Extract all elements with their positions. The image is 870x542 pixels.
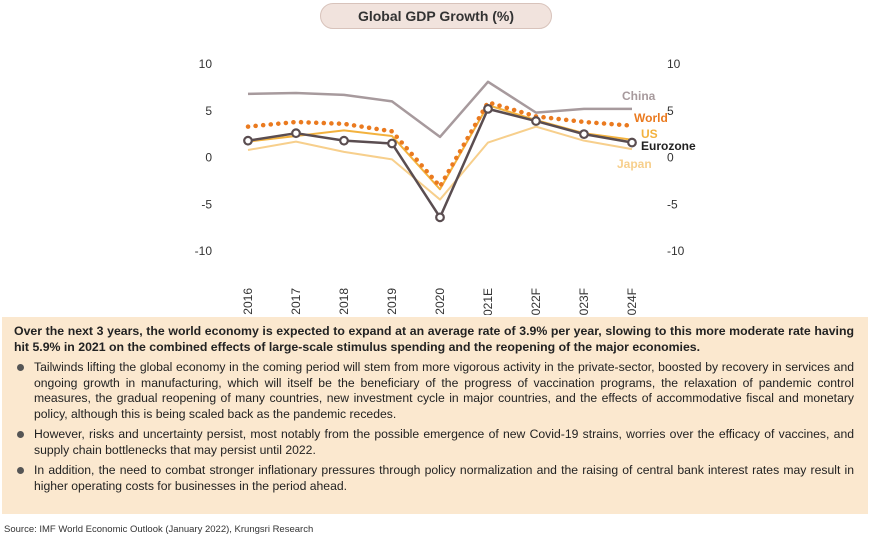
summary-headline: Over the next 3 years, the world economy… — [14, 324, 854, 354]
x-tick-label: 2024F — [625, 288, 639, 315]
y-tick-label-right: 5 — [667, 104, 674, 118]
series-label-china: China — [622, 89, 656, 103]
x-tick-label: 2022F — [529, 288, 543, 315]
series-line-eurozone — [247, 107, 633, 219]
data-point-eurozone — [387, 138, 397, 149]
bullet-icon — [17, 364, 24, 371]
data-point-eurozone — [627, 137, 637, 148]
bullet-item: In addition, the need to combat stronger… — [14, 463, 854, 494]
y-tick-label-left: -5 — [201, 197, 212, 211]
y-tick-label-left: 5 — [205, 104, 212, 118]
y-tick-label-right: -5 — [667, 197, 678, 211]
x-tick-label: 2016 — [241, 288, 255, 315]
series-line-japan — [247, 125, 633, 201]
x-tick-label: 2021E — [481, 288, 495, 315]
chart-title: Global GDP Growth (%) — [320, 3, 552, 29]
x-tick-label: 2023F — [577, 288, 591, 315]
series-line-us — [247, 104, 633, 191]
summary-bullets: Tailwinds lifting the global economy in … — [14, 360, 854, 494]
bullet-item: However, risks and uncertainty persist, … — [14, 427, 854, 458]
bullet-text: In addition, the need to combat stronger… — [34, 463, 854, 493]
y-tick-label-right: 0 — [667, 151, 674, 165]
bullet-text: However, risks and uncertainty persist, … — [34, 427, 854, 457]
y-tick-label-left: 10 — [199, 57, 213, 71]
series-line-china — [247, 80, 632, 139]
data-point-eurozone — [531, 116, 541, 126]
data-point-eurozone — [483, 103, 493, 114]
gdp-growth-line-chart: 10 10 5 5 0 0 -5 -5 -10 -10 2016 2017 2018 2019 2020 20… — [195, 57, 696, 315]
x-tick-label: 2019 — [385, 288, 399, 315]
y-tick-label-left: 0 — [205, 151, 212, 165]
data-point-eurozone — [243, 135, 253, 146]
series-label-japan: Japan — [617, 157, 652, 171]
data-point-eurozone — [435, 212, 445, 223]
x-tick-label: 2018 — [337, 288, 351, 315]
series-line-world — [245, 100, 635, 189]
y-tick-label-right: -10 — [667, 244, 685, 258]
bullet-icon — [17, 467, 24, 474]
data-point-eurozone — [339, 135, 349, 146]
x-tick-label: 2020 — [433, 288, 447, 315]
series-label-eurozone: Eurozone — [641, 139, 696, 153]
series-label-world: World — [634, 111, 668, 125]
y-tick-label-right: 10 — [667, 57, 681, 71]
bullet-icon — [17, 431, 24, 438]
bullet-item: Tailwinds lifting the global economy in … — [14, 360, 854, 422]
y-tick-label-left: -10 — [195, 244, 213, 258]
x-tick-label: 2017 — [289, 288, 303, 315]
data-point-eurozone — [579, 129, 589, 140]
source-note: Source: IMF World Economic Outlook (Janu… — [4, 524, 314, 535]
data-point-eurozone — [291, 128, 301, 139]
series-label-us: US — [641, 127, 658, 141]
summary-box: Over the next 3 years, the world economy… — [2, 317, 868, 514]
bullet-text: Tailwinds lifting the global economy in … — [34, 360, 854, 421]
